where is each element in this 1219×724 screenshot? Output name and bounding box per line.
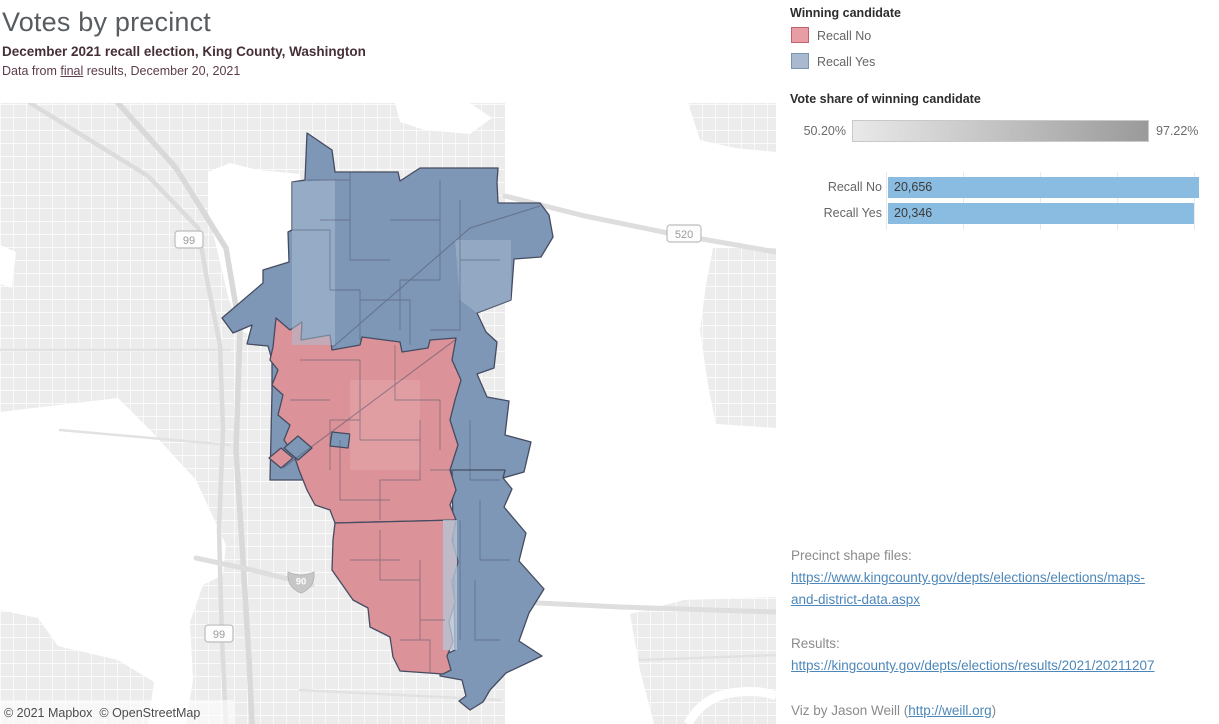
vote-share-min: 50.20% bbox=[803, 124, 846, 138]
results-label: Results: bbox=[791, 636, 840, 651]
side-panel: Winning candidate Recall No Recall Yes V… bbox=[790, 0, 1219, 724]
recall-yes-swatch bbox=[791, 53, 809, 69]
recall-yes-bar[interactable]: 20,346 bbox=[888, 203, 1194, 224]
vote-share-gradient-bar[interactable] bbox=[852, 120, 1149, 142]
precinct-boundaries bbox=[282, 172, 541, 673]
axis-gridline bbox=[1040, 172, 1041, 230]
legend-item-label: Recall No bbox=[817, 29, 872, 43]
vote-share-title: Vote share of winning candidate bbox=[790, 92, 981, 106]
precinct-detached-recall-yes[interactable] bbox=[283, 435, 313, 461]
major-roads bbox=[0, 103, 776, 724]
precinct-detached-recall-no[interactable] bbox=[268, 447, 294, 469]
union-bay-water bbox=[395, 103, 492, 134]
highway-520-bridge bbox=[502, 193, 776, 255]
svg-text:90: 90 bbox=[296, 577, 307, 588]
legend-title: Winning candidate bbox=[790, 6, 901, 20]
route-99-shield-north: 99 bbox=[174, 230, 204, 249]
legend-item-recall-yes[interactable]: Recall Yes bbox=[791, 53, 875, 70]
interstate-5-road bbox=[115, 103, 255, 724]
green-lake-water bbox=[0, 245, 16, 288]
votes-bar-chart: Recall No 20,656 Recall Yes 20,346 bbox=[790, 172, 1219, 230]
svg-text:99: 99 bbox=[213, 629, 225, 641]
bar-row-recall-no: Recall No 20,656 bbox=[790, 177, 1219, 198]
precinct-shade-patches bbox=[292, 180, 511, 650]
svg-text:99: 99 bbox=[183, 235, 195, 247]
bar-value-label: 20,656 bbox=[894, 180, 933, 194]
axis-gridline bbox=[886, 172, 887, 230]
bar-category-label: Recall No bbox=[827, 180, 882, 194]
final-results-link[interactable]: final bbox=[60, 64, 84, 78]
data-note-prefix: Data from bbox=[2, 64, 61, 78]
precinct-map[interactable]: 99 520 90 99 © 2021 Mapbox © OpenStreetM… bbox=[0, 103, 776, 724]
credit-suffix: ) bbox=[991, 703, 997, 718]
river-on-mercer bbox=[684, 687, 776, 724]
bar-category-label: Recall Yes bbox=[823, 206, 882, 220]
map-canvas[interactable]: 99 520 90 99 © 2021 Mapbox © OpenStreetM… bbox=[0, 103, 776, 724]
route-520-shield: 520 bbox=[666, 224, 702, 243]
data-note-suffix: results, December 20, 2021 bbox=[83, 64, 241, 78]
data-note: Data from final results, December 20, 20… bbox=[2, 64, 772, 79]
route-99-shield-south: 99 bbox=[204, 624, 234, 643]
recall-no-swatch bbox=[791, 27, 809, 43]
vote-share-max: 97.22% bbox=[1156, 124, 1199, 138]
results-link[interactable]: https://kingcounty.gov/depts/elections/r… bbox=[791, 658, 1155, 673]
bar-row-recall-yes: Recall Yes 20,346 bbox=[790, 203, 1219, 224]
recall-no-bar[interactable]: 20,656 bbox=[888, 177, 1199, 198]
legend-item-recall-no[interactable]: Recall No bbox=[791, 27, 871, 44]
page-title: Votes by precinct bbox=[2, 7, 212, 37]
shape-files-link-line2[interactable]: and-district-data.aspx bbox=[791, 592, 921, 607]
page-subtitle: December 2021 recall election, King Coun… bbox=[2, 44, 366, 59]
shape-files-label: Precinct shape files: bbox=[791, 548, 912, 563]
legend-item-label: Recall Yes bbox=[817, 55, 876, 69]
interstate-90-shield: 90 bbox=[287, 571, 315, 594]
highway-99-road bbox=[27, 103, 229, 724]
axis-gridline bbox=[1117, 172, 1118, 230]
precincts-recall-yes-east[interactable] bbox=[439, 469, 545, 711]
credit-link[interactable]: http://weill.org bbox=[908, 703, 992, 718]
credit-prefix: Viz by Jason Weill ( bbox=[791, 703, 909, 718]
svg-text:520: 520 bbox=[675, 229, 693, 241]
elliott-bay-water bbox=[0, 398, 226, 724]
axis-gridline bbox=[1194, 172, 1195, 230]
map-attribution: © 2021 Mapbox © OpenStreetMap bbox=[4, 706, 200, 720]
header: Votes by precinct December 2021 recall e… bbox=[2, 6, 772, 79]
bar-value-label: 20,346 bbox=[894, 206, 933, 220]
axis-gridline bbox=[963, 172, 964, 230]
credit-line: Viz by Jason Weill (http://weill.org) bbox=[791, 703, 996, 718]
shape-files-link-line1[interactable]: https://www.kingcounty.gov/depts/electio… bbox=[791, 570, 1145, 585]
interstate-90-bridge bbox=[495, 598, 776, 615]
attribution-background bbox=[0, 700, 234, 724]
